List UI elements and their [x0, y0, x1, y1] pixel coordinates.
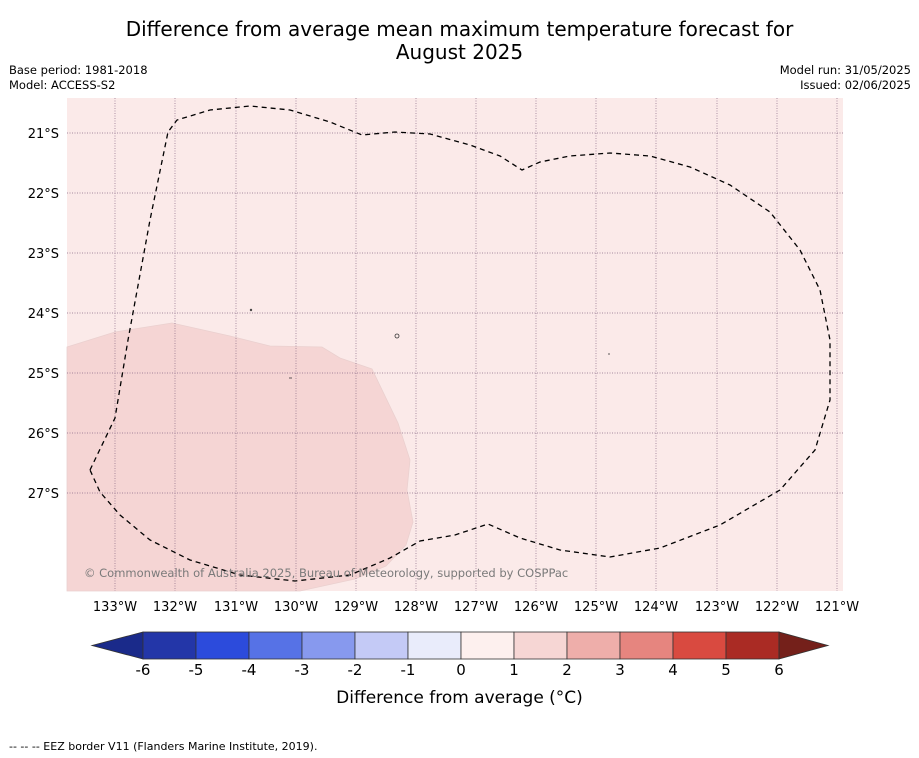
- colorbar-arrow-high: [778, 631, 830, 660]
- eez-legend-note: -- -- -- EEZ border V11 (Flanders Marine…: [9, 740, 318, 753]
- islands: [249, 308, 610, 379]
- lon-label: 121°W: [815, 600, 859, 615]
- warm-anomaly-region: [66, 322, 414, 592]
- colorbar-segment: [460, 631, 515, 660]
- colorbar-tick-label: -1: [400, 661, 416, 679]
- colorbar-tick-label: 6: [774, 661, 784, 679]
- lat-label: 27°S: [28, 487, 59, 502]
- lon-label: 129°W: [334, 600, 378, 615]
- colorbar-segment: [725, 631, 780, 660]
- meta-right: Model run: 31/05/2025 Issued: 02/06/2025: [780, 63, 911, 93]
- map-title: Difference from average mean maximum tem…: [0, 18, 919, 64]
- lon-label: 122°W: [755, 600, 799, 615]
- island: [249, 308, 253, 312]
- colorbar-segment: [672, 631, 727, 660]
- lon-label: 126°W: [514, 600, 558, 615]
- model-run: Model run: 31/05/2025: [779, 63, 911, 77]
- lon-label: 124°W: [634, 600, 678, 615]
- model-name: Model: ACCESS-S2: [9, 78, 116, 92]
- base-period: Base period: 1981-2018: [9, 63, 148, 77]
- lat-label: 21°S: [28, 127, 59, 142]
- colorbar-tick-label: 0: [456, 661, 466, 679]
- colorbar-tick-label: 2: [562, 661, 572, 679]
- map-title-line1: Difference from average mean maximum tem…: [125, 17, 794, 41]
- lat-label: 23°S: [28, 247, 59, 262]
- colorbar-tick-label: -5: [188, 661, 204, 679]
- colorbar-segment: [619, 631, 674, 660]
- colorbar-segment: [195, 631, 250, 660]
- lon-label: 130°W: [274, 600, 318, 615]
- lat-label: 26°S: [28, 427, 59, 442]
- colorbar-tick-label: -6: [135, 661, 151, 679]
- lon-label: 125°W: [574, 600, 618, 615]
- colorbar-segment: [142, 631, 197, 660]
- colorbar-segment: [513, 631, 568, 660]
- colorbar-segment: [354, 631, 409, 660]
- colorbar-tick-label: -2: [347, 661, 363, 679]
- colorbar-tick-label: 3: [615, 661, 625, 679]
- map-title-line2: August 2025: [395, 40, 524, 64]
- lon-label: 127°W: [454, 600, 498, 615]
- lon-label: 128°W: [394, 600, 438, 615]
- colorbar-segment: [248, 631, 303, 660]
- copyright-notice: © Commonwealth of Australia 2025, Bureau…: [84, 566, 568, 580]
- colorbar-tick-label: 1: [509, 661, 519, 679]
- colorbar-segment: [407, 631, 462, 660]
- eez-border: [89, 105, 831, 582]
- lat-label: 25°S: [28, 367, 59, 382]
- colorbar-segment: [566, 631, 621, 660]
- lon-label: 131°W: [214, 600, 258, 615]
- meta-left: Base period: 1981-2018 Model: ACCESS-S2: [9, 63, 148, 93]
- lon-label: 123°W: [695, 600, 739, 615]
- lat-label: 24°S: [28, 307, 59, 322]
- issued-date: Issued: 02/06/2025: [800, 78, 911, 92]
- colorbar-tick-label: 4: [668, 661, 678, 679]
- colorbar-segment: [301, 631, 356, 660]
- island: [394, 333, 400, 339]
- latitude-gridlines: [67, 132, 843, 494]
- colorbar-tick-label: -4: [241, 661, 257, 679]
- colorbar-arrow-low: [90, 631, 144, 660]
- lat-label: 22°S: [28, 187, 59, 202]
- colorbar-title: Difference from average (°C): [336, 688, 583, 708]
- colorbar-tick-label: 5: [721, 661, 731, 679]
- lon-label: 133°W: [93, 600, 137, 615]
- lon-label: 132°W: [153, 600, 197, 615]
- colorbar-tick-label: -3: [294, 661, 310, 679]
- colorbar: [90, 631, 830, 660]
